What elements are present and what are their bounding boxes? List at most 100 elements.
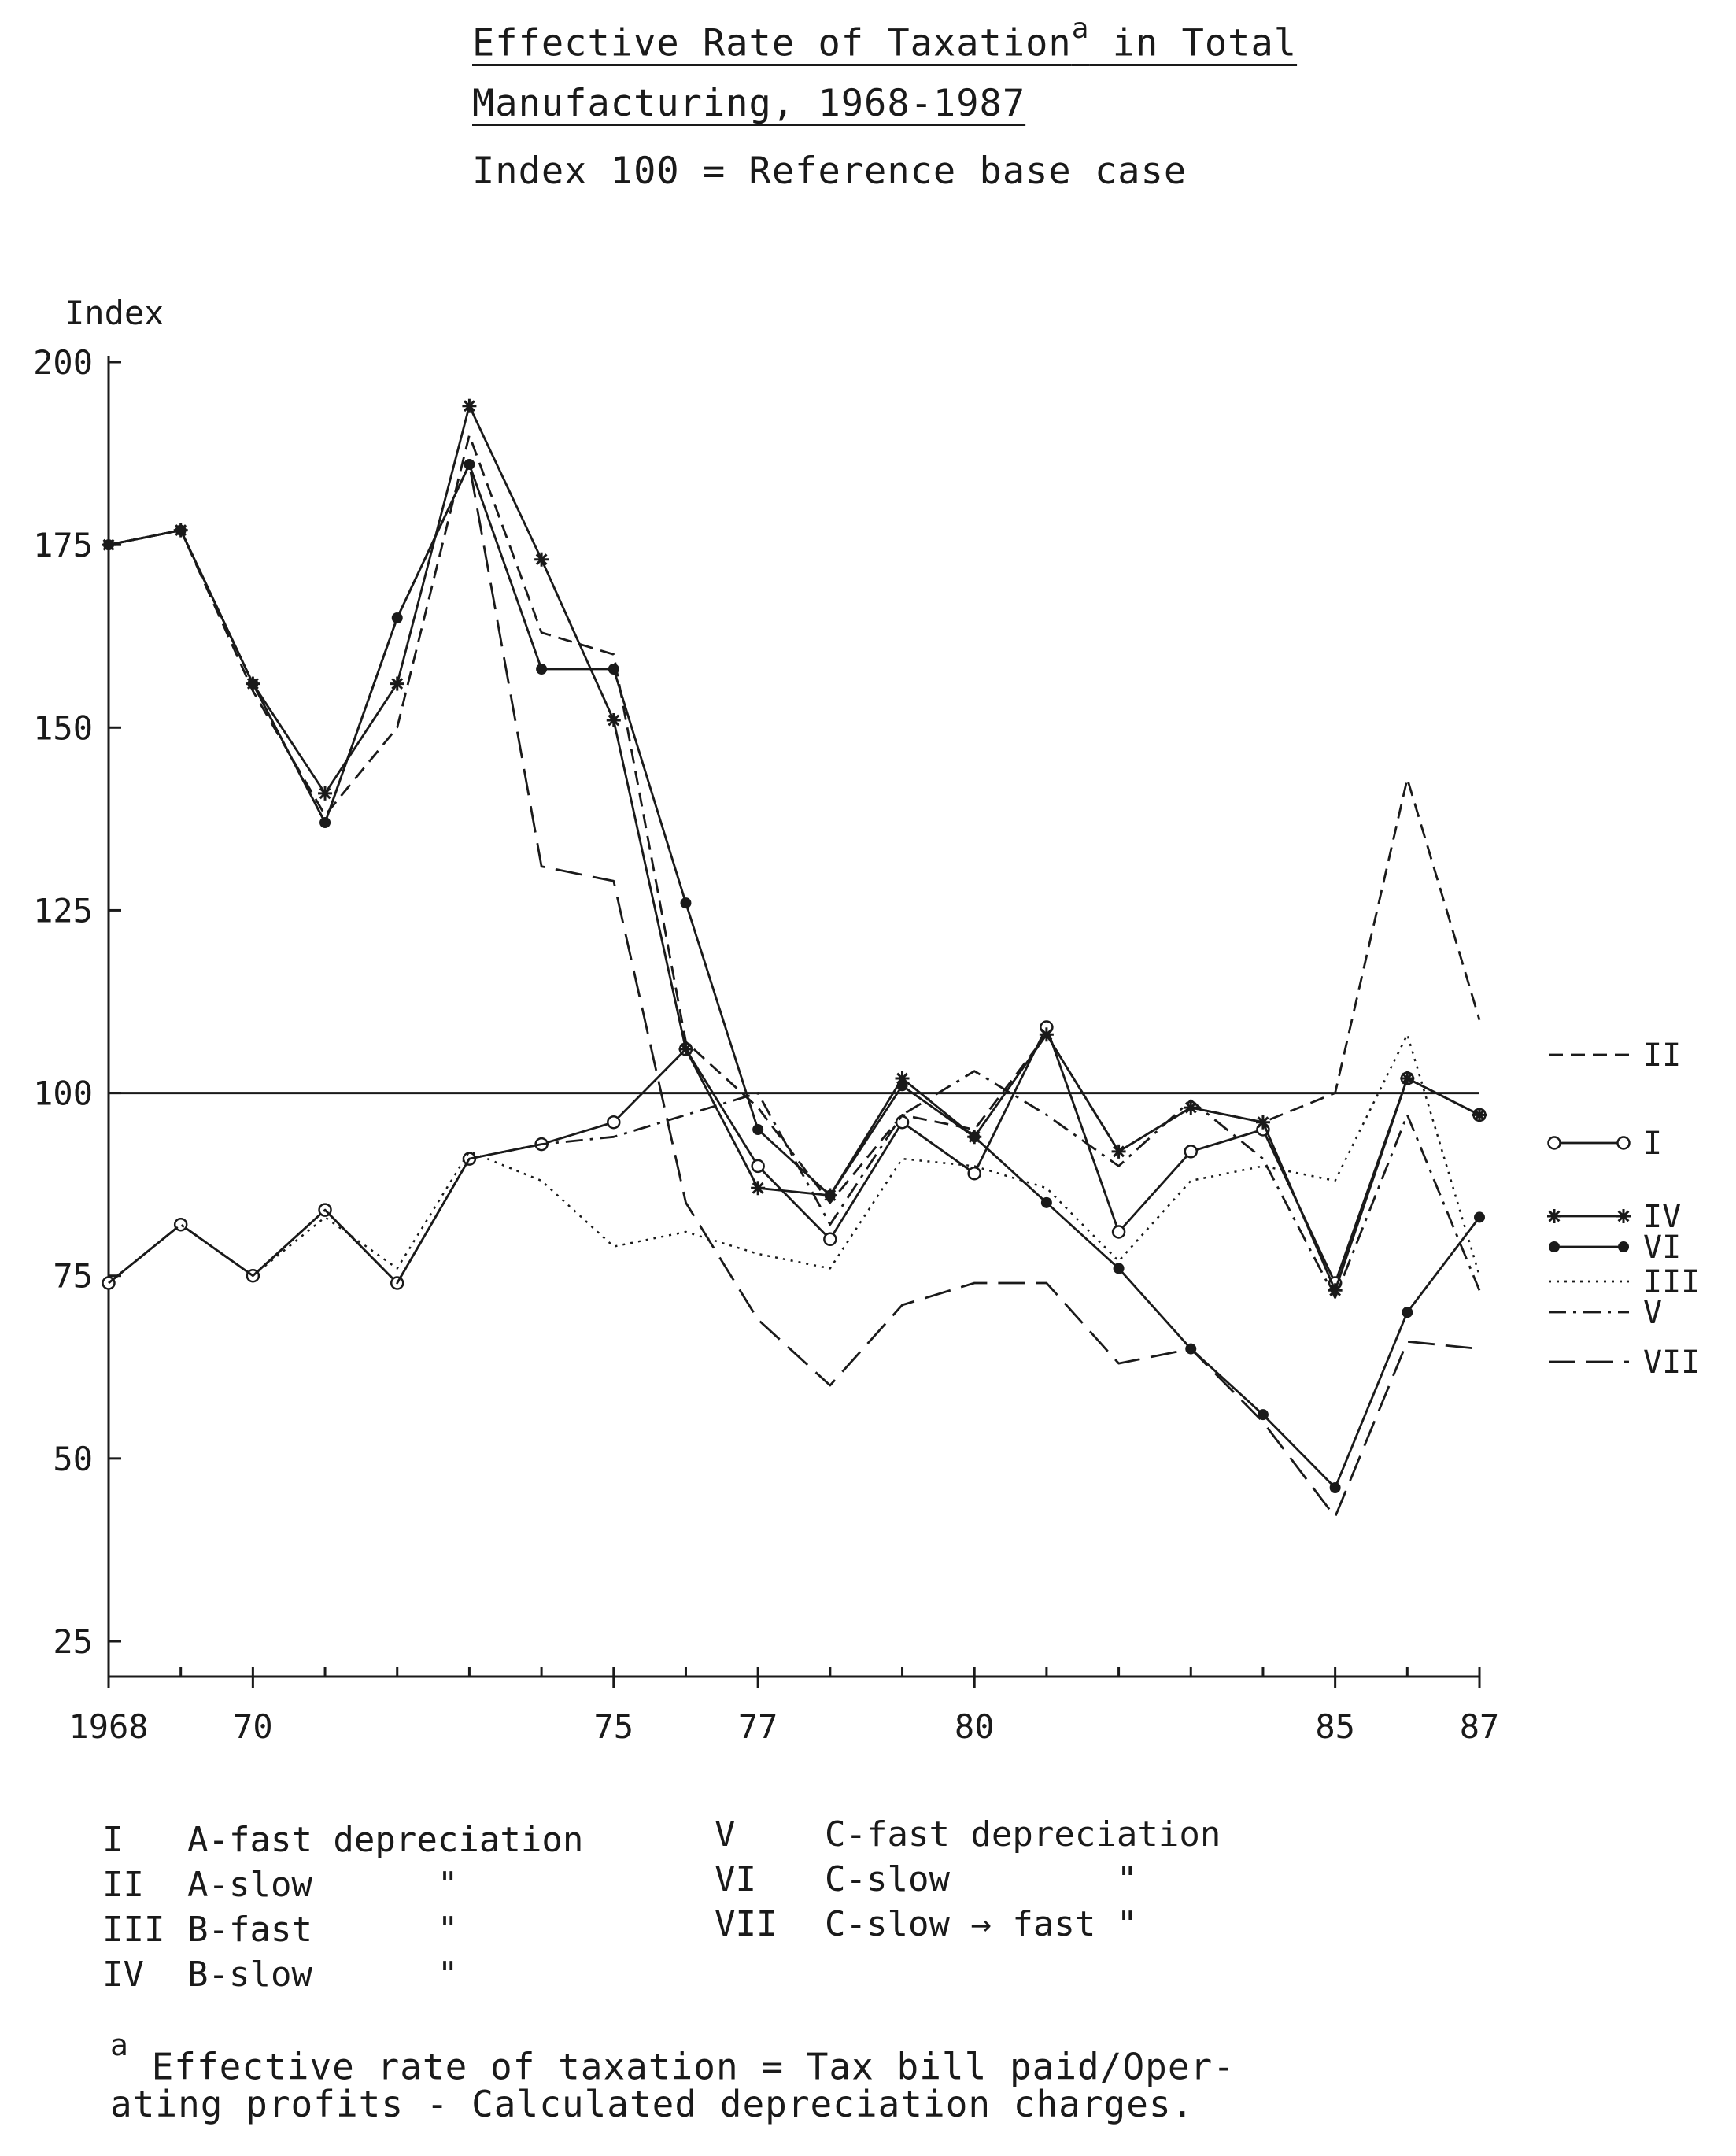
star-stroke <box>1257 1116 1269 1129</box>
series-VI <box>103 459 1485 1493</box>
data-point <box>1184 1145 1199 1159</box>
y-tick-label: 150 <box>33 708 93 747</box>
data-point <box>678 1041 693 1056</box>
chart-title-line2: Manufacturing, 1968-1987 <box>472 82 1026 125</box>
legend-entry-I: I <box>1547 1126 1662 1162</box>
x-tick-label: 77 <box>738 1707 778 1746</box>
footnote-line1: a Effective rate of taxation = Tax bill … <box>110 2028 1236 2088</box>
data-point <box>103 539 114 551</box>
legend-entry-II: II <box>1549 1037 1681 1074</box>
data-point <box>318 786 333 801</box>
x-tick-label: 87 <box>1460 1707 1500 1746</box>
series-II <box>108 434 1481 1204</box>
y-axis-label: Index <box>65 294 164 332</box>
legend-entry-VII: VII <box>1549 1344 1700 1381</box>
note-key-I: I <box>102 1820 124 1860</box>
data-point <box>1111 1225 1126 1239</box>
star-stroke <box>319 787 331 800</box>
data-point <box>608 664 619 675</box>
y-tick-label: 25 <box>53 1622 93 1661</box>
y-tick-label: 75 <box>53 1257 93 1296</box>
data-point <box>536 664 548 675</box>
data-point <box>752 1124 764 1135</box>
legend-entry-VI: VI <box>1549 1230 1681 1266</box>
data-point <box>680 897 692 909</box>
data-point <box>1549 1241 1560 1252</box>
note-key-III: III <box>102 1910 165 1950</box>
series-lines <box>102 398 1487 1518</box>
legend-entry-III: III <box>1549 1264 1700 1300</box>
footnote-text1: Effective rate of taxation = Tax bill pa… <box>128 2045 1236 2088</box>
note-desc-I: A-fast depreciation <box>187 1820 584 1860</box>
data-point <box>1616 1209 1631 1223</box>
data-point <box>1474 1211 1485 1223</box>
star-stroke <box>608 714 620 727</box>
y-tick-label: 100 <box>33 1074 93 1113</box>
data-point <box>1547 1209 1561 1223</box>
data-point <box>1039 1027 1054 1042</box>
legend-label: I <box>1643 1126 1662 1162</box>
title-superscript: a <box>1071 13 1090 45</box>
data-point <box>464 459 475 470</box>
star-stroke <box>1473 1109 1486 1121</box>
data-point <box>751 1159 765 1174</box>
series-VII <box>108 463 1480 1518</box>
data-point <box>1402 1307 1413 1318</box>
star-stroke <box>1040 1028 1053 1041</box>
star-stroke <box>752 1182 764 1194</box>
footnote-line2: ating profits - Calculated depreciation … <box>110 2083 1195 2125</box>
legend-label: II <box>1643 1037 1681 1074</box>
series-line-VII <box>108 463 1480 1518</box>
legend-entry-IV: IV <box>1547 1199 1681 1235</box>
star-stroke <box>1113 1145 1125 1158</box>
legend-label: V <box>1643 1295 1662 1331</box>
y-tick-label: 175 <box>33 526 93 564</box>
title-text: Effective Rate of Taxation <box>472 21 1072 65</box>
note-desc-V: C-fast depreciation <box>825 1814 1221 1855</box>
data-point <box>1472 1108 1487 1122</box>
data-point <box>969 1131 981 1143</box>
data-point <box>1618 1241 1629 1252</box>
data-point <box>1184 1100 1199 1115</box>
note-key-II: II <box>102 1865 144 1905</box>
note-key-V: V <box>715 1814 736 1855</box>
chart-title-line1: Effective Rate of Taxationa in Total <box>472 13 1298 65</box>
data-point <box>1616 1136 1631 1150</box>
data-point <box>1113 1263 1125 1274</box>
data-point <box>1400 1071 1415 1085</box>
x-tick-label: 80 <box>955 1707 995 1746</box>
x-tick-label: 85 <box>1315 1707 1355 1746</box>
x-tick-label: 75 <box>594 1707 634 1746</box>
series-line-II <box>108 434 1481 1204</box>
x-tick-label: 1968 <box>68 1707 148 1746</box>
data-point <box>607 1115 621 1130</box>
axes: 25 50 75 100 125 150 175 200 Index 1968 70 75 77 80 85… <box>33 294 1499 1746</box>
data-point <box>895 1115 910 1130</box>
data-point <box>1111 1144 1126 1159</box>
legend-label: VII <box>1643 1344 1700 1381</box>
series-line-IV <box>108 405 1480 1292</box>
star-stroke <box>1401 1072 1413 1085</box>
data-point <box>824 1189 836 1201</box>
legend-label: III <box>1643 1264 1700 1300</box>
data-point <box>390 676 404 691</box>
note-key-VI: VI <box>715 1859 756 1899</box>
series-line-III <box>108 1034 1481 1284</box>
y-tick-label: 125 <box>33 891 93 930</box>
series-III <box>108 1034 1481 1284</box>
y-tick-label: 50 <box>53 1440 93 1478</box>
star-stroke <box>1617 1210 1630 1222</box>
series-line-VI <box>108 463 1481 1489</box>
chart-subtitle: Index 100 = Reference base case <box>472 150 1187 193</box>
data-point <box>1329 1482 1341 1493</box>
data-point <box>823 1232 837 1247</box>
data-point <box>1255 1115 1270 1130</box>
y-tick-label: 200 <box>33 343 93 382</box>
data-point <box>896 1080 908 1092</box>
title-text-rest: in Total <box>1089 21 1298 65</box>
data-point <box>1040 1196 1052 1208</box>
star-stroke <box>463 400 475 412</box>
data-point <box>462 398 477 413</box>
legend-label: IV <box>1643 1199 1681 1235</box>
